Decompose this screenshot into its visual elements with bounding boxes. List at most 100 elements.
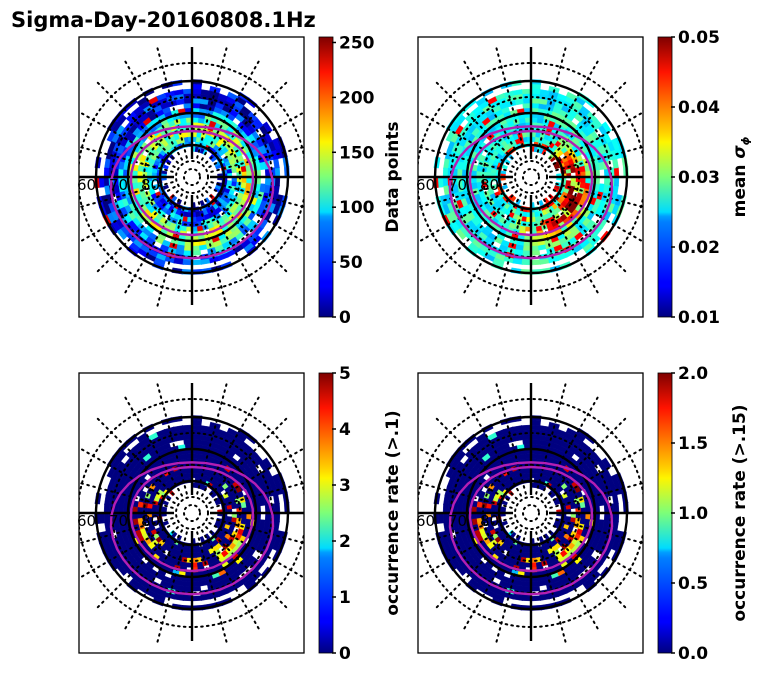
latitude-label: 70 <box>109 512 128 530</box>
dotted-lat-circle <box>183 168 201 186</box>
dotted-mlt-spoke <box>544 81 627 164</box>
dotted-mlt-spoke <box>435 417 518 500</box>
dotted-mlt-spoke <box>463 529 522 631</box>
heatmap-cell <box>191 595 203 602</box>
latitude-label: 60 <box>416 176 435 194</box>
heatmap-cell <box>162 164 169 170</box>
dotted-mlt-spoke <box>547 111 643 168</box>
dotted-mlt-spoke <box>418 145 513 173</box>
dotted-mlt-spoke <box>208 186 304 243</box>
dotted-mlt-spoke <box>79 481 174 509</box>
dotted-mlt-spoke <box>124 193 183 295</box>
panel-occurrence-rate-015: 60 70 80 0.0 0.5 1.0 1.5 2.0 occurrence rate (>.… <box>416 364 750 664</box>
dotted-mlt-spoke <box>418 110 515 168</box>
oval-equatorward-boundary <box>448 125 614 260</box>
dotted-mlt-spoke <box>544 526 627 609</box>
heatmap-cell <box>565 516 572 522</box>
dotted-lat-circle <box>522 504 540 522</box>
heatmap-cell <box>274 166 281 178</box>
dotted-mlt-spoke <box>495 382 527 495</box>
colorbar <box>657 372 673 654</box>
dotted-mlt-spoke <box>549 145 643 173</box>
latitude-label: 80 <box>480 176 499 194</box>
heatmap-cell <box>171 531 178 539</box>
polar-plot <box>79 46 304 308</box>
figure-title: Sigma-Day-20160808.1Hz <box>11 8 316 32</box>
oval-poleward-boundary <box>129 465 255 573</box>
heatmap-cell <box>183 103 193 109</box>
dotted-mlt-spoke <box>549 181 643 209</box>
heatmap-cell <box>181 424 193 431</box>
colorbar <box>318 372 334 654</box>
latitude-label: 70 <box>448 176 467 194</box>
dotted-lat-circle <box>183 504 201 522</box>
dotted-mlt-spoke <box>205 81 288 164</box>
heatmap-cell <box>530 259 542 266</box>
heatmap-cell <box>530 249 541 256</box>
dotted-mlt-spoke <box>210 181 304 209</box>
dotted-mlt-spoke <box>549 517 643 545</box>
heatmap-cell <box>162 520 169 526</box>
dotted-mlt-spoke <box>196 195 228 308</box>
heatmap-cell <box>510 195 517 203</box>
dotted-mlt-spoke <box>535 382 567 495</box>
heatmap-cell <box>510 531 517 539</box>
colorbar-tick-label: 0 <box>339 644 351 664</box>
dotted-mlt-spoke <box>201 529 260 631</box>
colorbar-tick-label: 3 <box>339 476 351 496</box>
latitude-label: 70 <box>109 176 128 194</box>
colorbar-tick-label: 0.0 <box>678 644 708 664</box>
dotted-mlt-spoke <box>124 395 183 497</box>
heatmap-cell <box>522 439 532 445</box>
dotted-mlt-spoke <box>196 531 228 644</box>
heatmap-cell <box>613 502 620 514</box>
dotted-lat-circle <box>514 496 548 530</box>
polar-plot <box>79 382 304 644</box>
dotted-mlt-spoke <box>79 517 174 545</box>
dotted-mlt-spoke <box>547 186 643 243</box>
oval-equatorward-boundary <box>109 125 275 260</box>
heatmap-cell <box>226 516 233 522</box>
colorbar-tick-label: 0.03 <box>678 168 720 188</box>
dotted-mlt-spoke <box>96 417 179 500</box>
heatmap-cell <box>501 184 508 190</box>
dotted-mlt-spoke <box>79 145 174 173</box>
oval-poleward-boundary <box>129 129 255 237</box>
dotted-mlt-spoke <box>544 190 627 273</box>
heatmap-cell <box>437 512 444 524</box>
dotted-mlt-spoke <box>535 531 567 644</box>
oval-poleward-boundary <box>468 129 594 237</box>
dotted-mlt-spoke <box>96 81 179 164</box>
oval-equatorward-boundary <box>109 461 275 596</box>
heatmap-cell <box>191 259 203 266</box>
colorbar-label: occurrence rate (>.1) <box>383 410 403 615</box>
heatmap-cell <box>199 536 205 543</box>
colorbar-tick-label: 4 <box>339 420 351 440</box>
latitude-label: 60 <box>416 512 435 530</box>
heatmap-cell <box>191 249 202 256</box>
dotted-mlt-spoke <box>549 481 643 509</box>
colorbar-tick-label: 0.5 <box>678 574 708 594</box>
dotted-mlt-spoke <box>210 145 304 173</box>
dotted-mlt-spoke <box>201 395 260 497</box>
dotted-mlt-spoke <box>418 522 515 580</box>
panel-mean-sigma-phi: 60 70 80 0.01 0.02 0.03 0.04 0.05 mean σϕ <box>416 28 752 328</box>
heatmap-cell <box>501 520 508 526</box>
colorbar-tick-label: 2 <box>339 532 351 552</box>
heatmap-cell <box>565 180 572 186</box>
dotted-mlt-spoke <box>196 382 228 495</box>
dotted-mlt-spoke <box>79 186 176 244</box>
dotted-mlt-spoke <box>535 195 567 308</box>
oval-poleward-boundary <box>468 465 594 573</box>
heatmap-cell <box>98 512 105 524</box>
dotted-mlt-spoke <box>96 526 179 609</box>
heatmap-cell <box>199 200 205 207</box>
colorbar-tick-label: 0.01 <box>678 308 720 328</box>
heatmap-cell <box>521 98 532 105</box>
dotted-mlt-spoke <box>495 531 527 644</box>
dotted-mlt-spoke <box>495 46 527 159</box>
latitude-label: 80 <box>141 512 160 530</box>
oval-equatorward-boundary <box>448 461 614 596</box>
heatmap-cell <box>181 88 193 95</box>
colorbar-tick-label: 0.05 <box>678 28 720 48</box>
